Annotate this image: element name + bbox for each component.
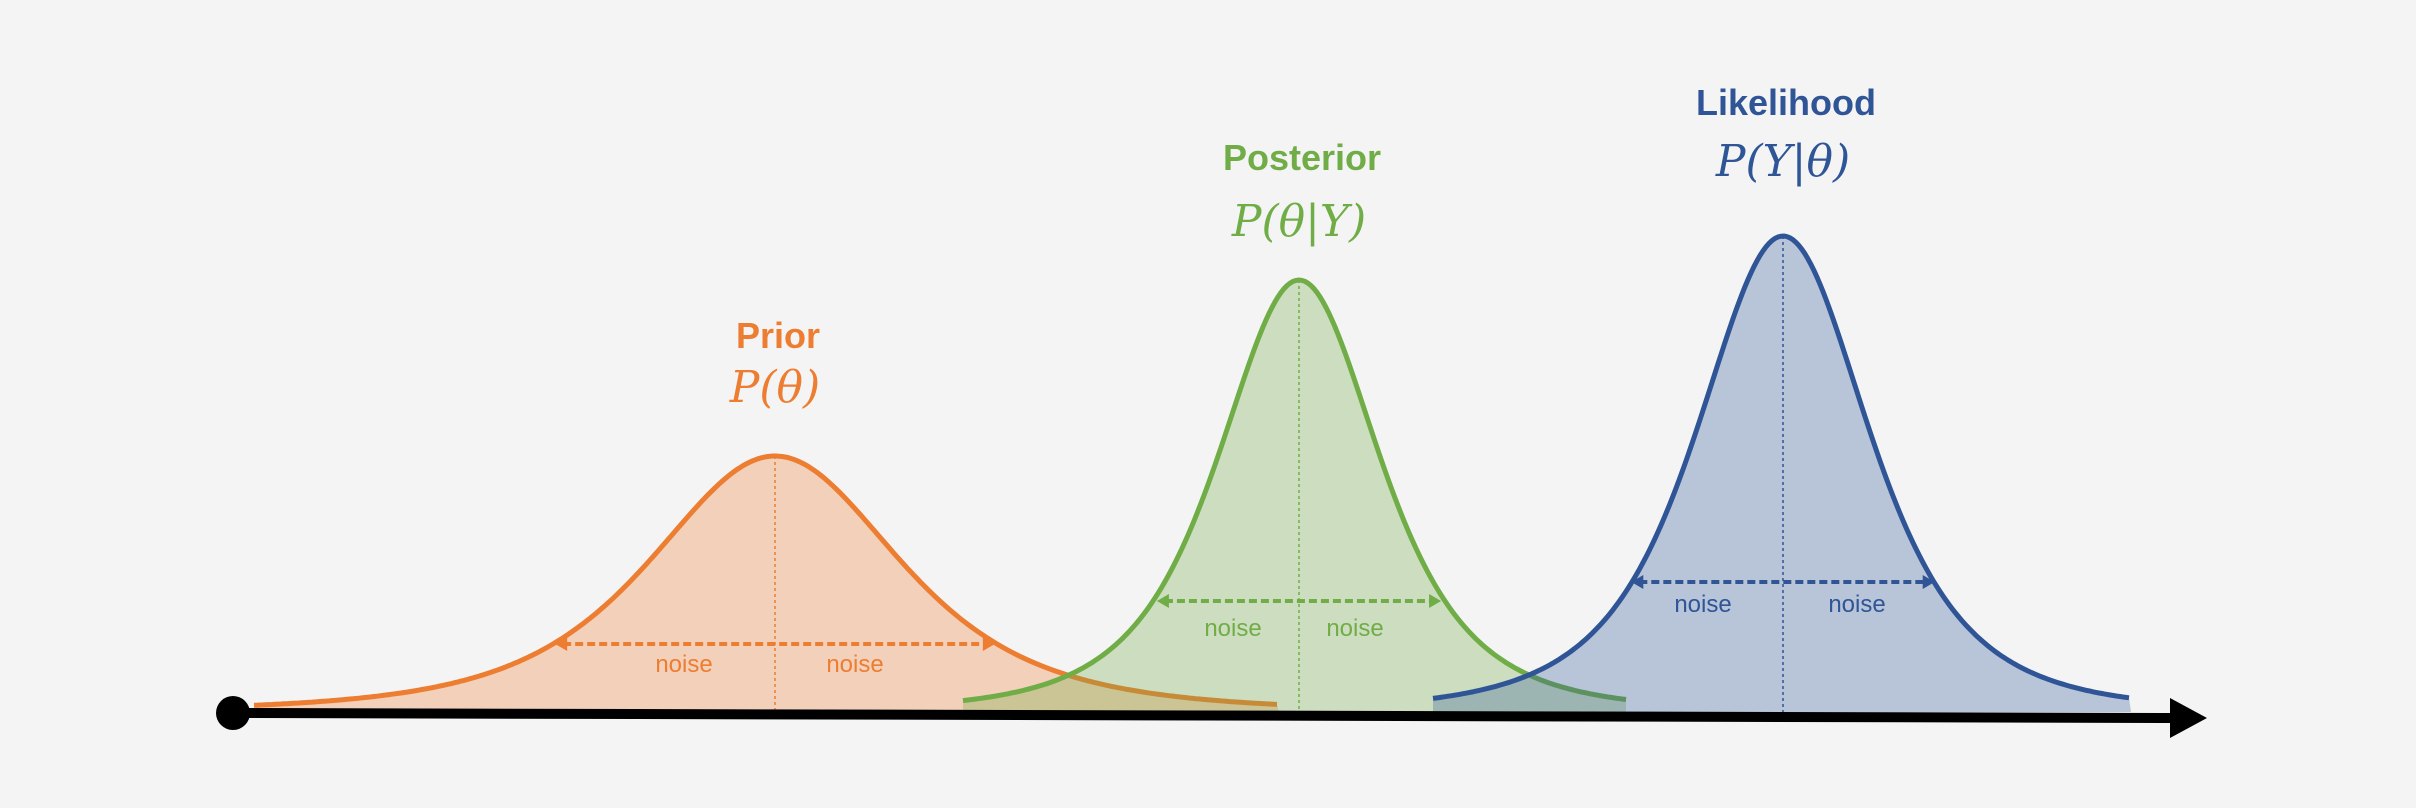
- prior-area: [254, 456, 1279, 712]
- likelihood-formula: P(Y|θ): [1715, 136, 1851, 187]
- prior-curve: [253, 453, 1278, 708]
- prior-noise-label-left: noise: [655, 651, 713, 678]
- likelihood-curve: [1432, 233, 2130, 701]
- likelihood-area: [1433, 236, 2131, 712]
- posterior-formula: P(θ|Y): [1231, 196, 1367, 247]
- arrowhead-left-icon: [1631, 575, 1644, 589]
- posterior-distribution: [962, 277, 1627, 712]
- theta-axis: [216, 696, 2207, 738]
- axis-line: [232, 708, 2181, 723]
- posterior-area: [963, 280, 1626, 712]
- likelihood-noise-label-left: noise: [1674, 591, 1732, 618]
- axis-arrowhead-icon: [2170, 698, 2207, 738]
- posterior-noise-label-right: noise: [1326, 615, 1384, 642]
- posterior-title: Posterior: [1222, 137, 1382, 178]
- posterior-curve: [962, 277, 1627, 704]
- arrowhead-right-icon: [1922, 575, 1935, 589]
- prior-distribution: [253, 453, 1279, 712]
- prior-formula: P(θ): [729, 362, 821, 413]
- likelihood-distribution: [1432, 233, 2131, 712]
- axis-origin-dot: [216, 696, 250, 730]
- arrowhead-left-icon: [1156, 594, 1169, 608]
- arrowhead-right-icon: [1429, 594, 1442, 608]
- posterior-noise-label-left: noise: [1204, 615, 1262, 642]
- likelihood-title: Likelihood: [1696, 82, 1876, 123]
- arrowhead-right-icon: [982, 637, 995, 651]
- likelihood-noise-label-right: noise: [1828, 591, 1886, 618]
- prior-noise-label-right: noise: [826, 651, 884, 678]
- arrowhead-left-icon: [555, 637, 568, 651]
- prior-title: Prior: [735, 315, 821, 356]
